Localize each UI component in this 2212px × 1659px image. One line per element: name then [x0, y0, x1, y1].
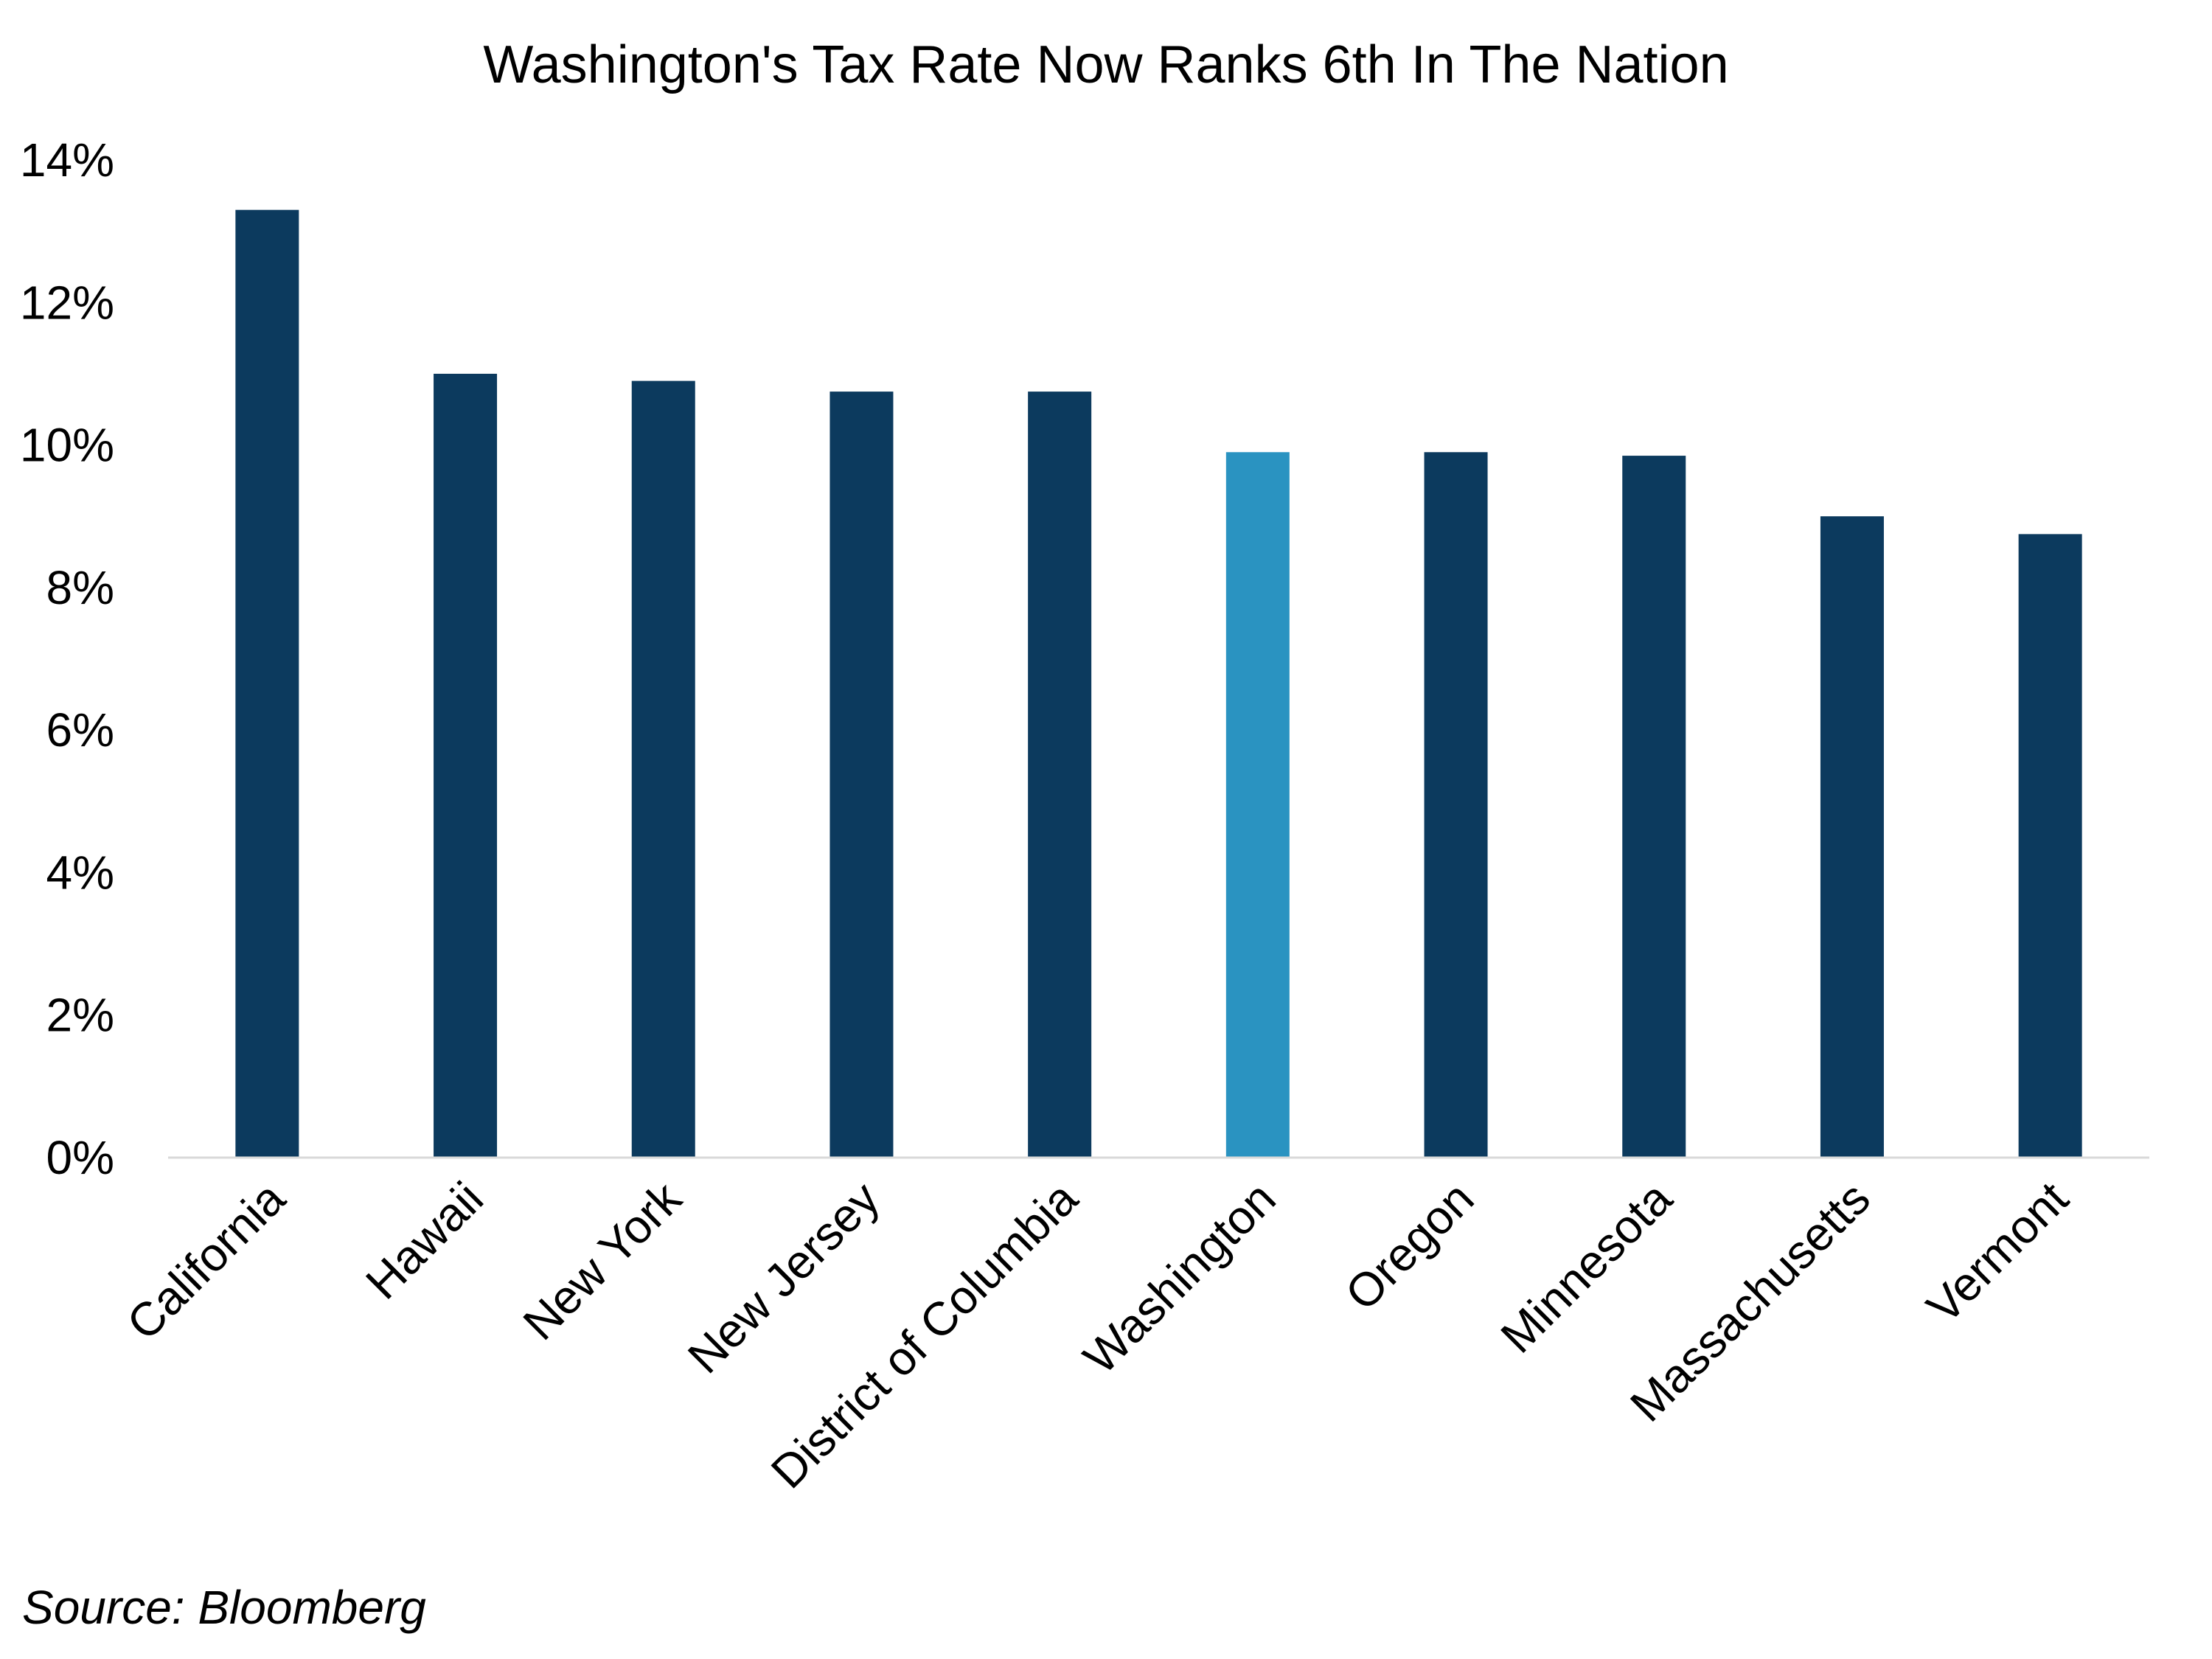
- y-tick-label: 2%: [46, 989, 115, 1042]
- y-axis-ticks: 0% 2% 4% 6% 8% 10% 12% 14%: [20, 133, 114, 1184]
- chart-title: Washington's Tax Rate Now Ranks 6th In T…: [483, 35, 1729, 94]
- bar-hawaii: [434, 373, 498, 1158]
- bar-new-york: [631, 380, 695, 1158]
- x-tick-label: Minnesota: [1490, 1172, 1682, 1363]
- y-tick-label: 8%: [46, 561, 115, 614]
- x-tick-label: New Jersey: [678, 1172, 889, 1383]
- bars: [235, 209, 2082, 1158]
- bar-new-jersey: [830, 392, 894, 1158]
- x-tick-label: Vermont: [1916, 1172, 2079, 1334]
- x-tick-label: Oregon: [1335, 1172, 1484, 1321]
- bar-oregon: [1424, 452, 1488, 1158]
- bar-washington: [1225, 452, 1290, 1158]
- y-tick-label: 14%: [20, 133, 114, 187]
- x-tick-label: California: [116, 1172, 295, 1350]
- y-tick-label: 10%: [20, 419, 114, 472]
- y-tick-label: 6%: [46, 703, 115, 757]
- x-tick-label: New York: [513, 1171, 692, 1350]
- bar-massachusetts: [1820, 516, 1884, 1158]
- y-tick-label: 12%: [20, 276, 114, 329]
- source-note: Source: Bloomberg: [22, 1581, 426, 1634]
- y-tick-label: 4%: [46, 846, 115, 899]
- bar-california: [235, 209, 299, 1158]
- x-tick-label: Washington: [1074, 1172, 1286, 1384]
- bar-minnesota: [1622, 456, 1686, 1158]
- bar-vermont: [2018, 534, 2082, 1158]
- x-tick-label: Hawaii: [355, 1172, 493, 1310]
- bar-district-of-columbia: [1028, 392, 1092, 1158]
- y-tick-label: 0%: [46, 1131, 115, 1184]
